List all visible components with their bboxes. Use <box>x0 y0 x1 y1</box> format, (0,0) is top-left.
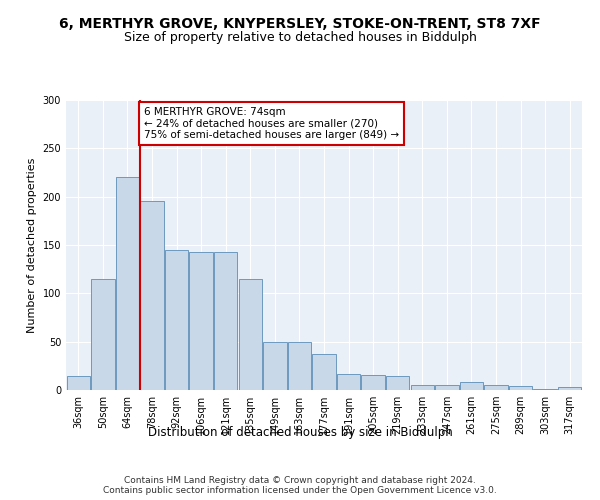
Bar <box>558 387 581 390</box>
Bar <box>509 386 532 390</box>
Bar <box>91 279 115 390</box>
Text: Distribution of detached houses by size in Biddulph: Distribution of detached houses by size … <box>148 426 452 439</box>
Text: 6, MERTHYR GROVE, KNYPERSLEY, STOKE-ON-TRENT, ST8 7XF: 6, MERTHYR GROVE, KNYPERSLEY, STOKE-ON-T… <box>59 18 541 32</box>
Bar <box>140 200 164 390</box>
Text: Size of property relative to detached houses in Biddulph: Size of property relative to detached ho… <box>124 31 476 44</box>
Bar <box>190 252 213 390</box>
Bar <box>67 376 90 390</box>
Text: Contains HM Land Registry data © Crown copyright and database right 2024.
Contai: Contains HM Land Registry data © Crown c… <box>103 476 497 495</box>
Bar <box>410 385 434 390</box>
Bar <box>460 382 483 390</box>
Bar <box>484 385 508 390</box>
Bar <box>386 376 409 390</box>
Text: 6 MERTHYR GROVE: 74sqm
← 24% of detached houses are smaller (270)
75% of semi-de: 6 MERTHYR GROVE: 74sqm ← 24% of detached… <box>144 107 399 140</box>
Bar <box>337 374 360 390</box>
Y-axis label: Number of detached properties: Number of detached properties <box>27 158 37 332</box>
Bar <box>361 374 385 390</box>
Bar <box>239 279 262 390</box>
Bar <box>165 250 188 390</box>
Bar <box>116 178 139 390</box>
Bar <box>214 252 238 390</box>
Bar <box>313 354 335 390</box>
Bar <box>435 385 458 390</box>
Bar <box>263 342 287 390</box>
Bar <box>288 342 311 390</box>
Bar <box>533 389 557 390</box>
